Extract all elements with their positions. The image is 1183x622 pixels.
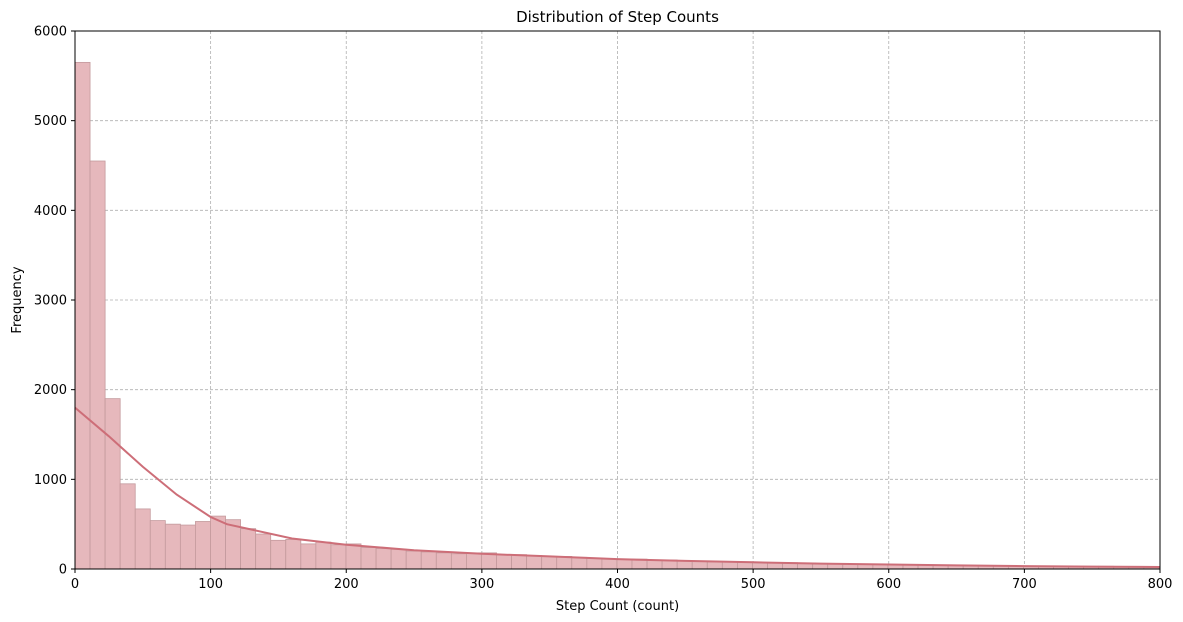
histogram-bar [571,556,588,570]
histogram-bar [210,515,226,570]
histogram-bar [360,547,377,570]
histogram-bar [104,398,121,570]
x-tick-label: 100 [198,577,223,592]
histogram-bar [405,550,422,570]
y-tick-label: 4000 [34,204,67,219]
histogram-bar [556,556,573,570]
histogram-bar [270,539,287,570]
histogram-bar [149,520,166,570]
histogram-bar [74,61,91,570]
y-axis-title: Frequency [10,266,25,333]
histogram-bar [616,558,633,570]
x-tick-label: 700 [1012,577,1037,592]
histogram-bar [676,560,693,570]
histogram-bar [164,523,181,570]
histogram-bar [586,557,603,570]
y-tick-label: 0 [59,563,67,578]
histogram-bar [134,508,151,570]
histogram-bar [420,551,437,570]
x-tick-label: 600 [876,577,901,592]
histogram-bar [646,559,663,570]
histogram-bar [345,543,362,570]
histogram-bar [601,558,618,570]
bars-layer [74,61,1160,570]
x-axis-ticks: 0 100 200 300 400 500 600 700 800 [71,569,1173,592]
y-tick-label: 6000 [34,25,67,40]
y-tick-label: 2000 [34,383,67,398]
histogram-bar [315,541,332,570]
grid-layer [74,30,1161,570]
x-tick-label: 200 [334,577,359,592]
histogram-bar [496,554,512,570]
histogram-bar [330,544,347,570]
histogram-bar [541,556,558,570]
histogram-bar [752,562,768,570]
x-tick-label: 500 [741,577,766,592]
histogram-bar [195,521,211,570]
histogram-bar [511,554,528,570]
y-axis-ticks: 0 1000 2000 3000 4000 5000 6000 [34,25,75,578]
chart-title: Distribution of Step Counts [516,8,719,26]
y-tick-label: 1000 [34,473,67,488]
histogram-bar [240,528,257,570]
histogram-bar [119,483,136,570]
histogram-bar [89,160,106,570]
histogram-bar [706,561,723,570]
y-tick-label: 3000 [34,294,67,309]
histogram-bar [300,543,317,570]
histogram-bar [481,552,497,570]
histogram-bar [390,548,407,570]
x-tick-label: 300 [469,577,494,592]
histogram-bar [285,539,302,570]
histogram-bar [375,547,392,570]
histogram-bar [255,533,272,570]
histogram-bar [435,552,452,570]
y-tick-label: 5000 [34,114,67,129]
x-axis-title: Step Count (count) [556,599,679,614]
x-tick-label: 0 [71,577,79,592]
histogram-bar [179,524,196,570]
x-tick-label: 400 [605,577,630,592]
histogram-bar [526,555,543,570]
histogram-bar [450,553,467,570]
kde-curve [74,406,1161,568]
histogram-bar [466,552,482,570]
x-tick-label: 800 [1148,577,1173,592]
